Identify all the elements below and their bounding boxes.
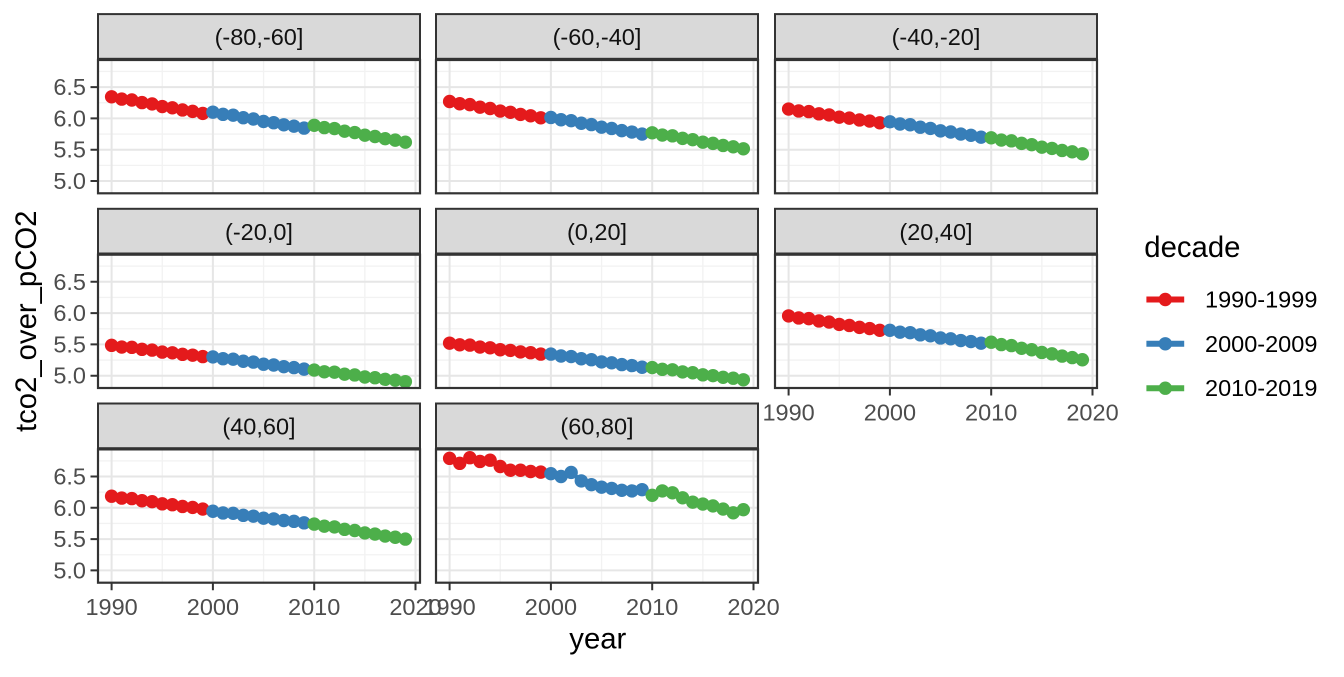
svg-text:5.0: 5.0 [53,168,86,194]
svg-text:5.0: 5.0 [53,557,86,583]
svg-text:2000-2009: 2000-2009 [1205,331,1317,357]
svg-text:(-40,-20]: (-40,-20] [892,24,981,50]
svg-text:2020: 2020 [389,594,441,620]
svg-text:5.5: 5.5 [53,526,86,552]
svg-text:1990: 1990 [762,400,814,426]
svg-text:1990-1999: 1990-1999 [1205,287,1317,313]
svg-text:2010: 2010 [288,594,340,620]
svg-text:2020: 2020 [727,594,779,620]
svg-text:2010: 2010 [965,400,1017,426]
svg-text:(60,80]: (60,80] [560,414,633,440]
svg-text:5.5: 5.5 [53,331,86,357]
svg-text:(-80,-60]: (-80,-60] [215,24,304,50]
svg-text:(-20,0]: (-20,0] [225,219,293,245]
svg-text:tco2_over_pCO2: tco2_over_pCO2 [10,211,43,433]
svg-text:2000: 2000 [525,594,577,620]
svg-text:2000: 2000 [187,594,239,620]
svg-text:(40,60]: (40,60] [222,414,295,440]
svg-text:6.5: 6.5 [53,464,86,490]
svg-text:2010-2019: 2010-2019 [1205,375,1317,401]
svg-text:year: year [569,623,626,656]
svg-text:1990: 1990 [423,594,475,620]
svg-text:6.0: 6.0 [53,300,86,326]
svg-text:2010: 2010 [626,594,678,620]
svg-text:(-60,-40]: (-60,-40] [553,24,642,50]
svg-text:1990: 1990 [85,594,137,620]
svg-text:6.5: 6.5 [53,74,86,100]
svg-text:(20,40]: (20,40] [899,219,972,245]
svg-text:decade: decade [1144,231,1240,264]
svg-text:6.5: 6.5 [53,269,86,295]
svg-text:6.0: 6.0 [53,105,86,131]
svg-text:6.0: 6.0 [53,495,86,521]
svg-text:2020: 2020 [1066,400,1118,426]
svg-text:5.5: 5.5 [53,137,86,163]
svg-text:5.0: 5.0 [53,363,86,389]
svg-text:2000: 2000 [864,400,916,426]
svg-text:(0,20]: (0,20] [567,219,627,245]
